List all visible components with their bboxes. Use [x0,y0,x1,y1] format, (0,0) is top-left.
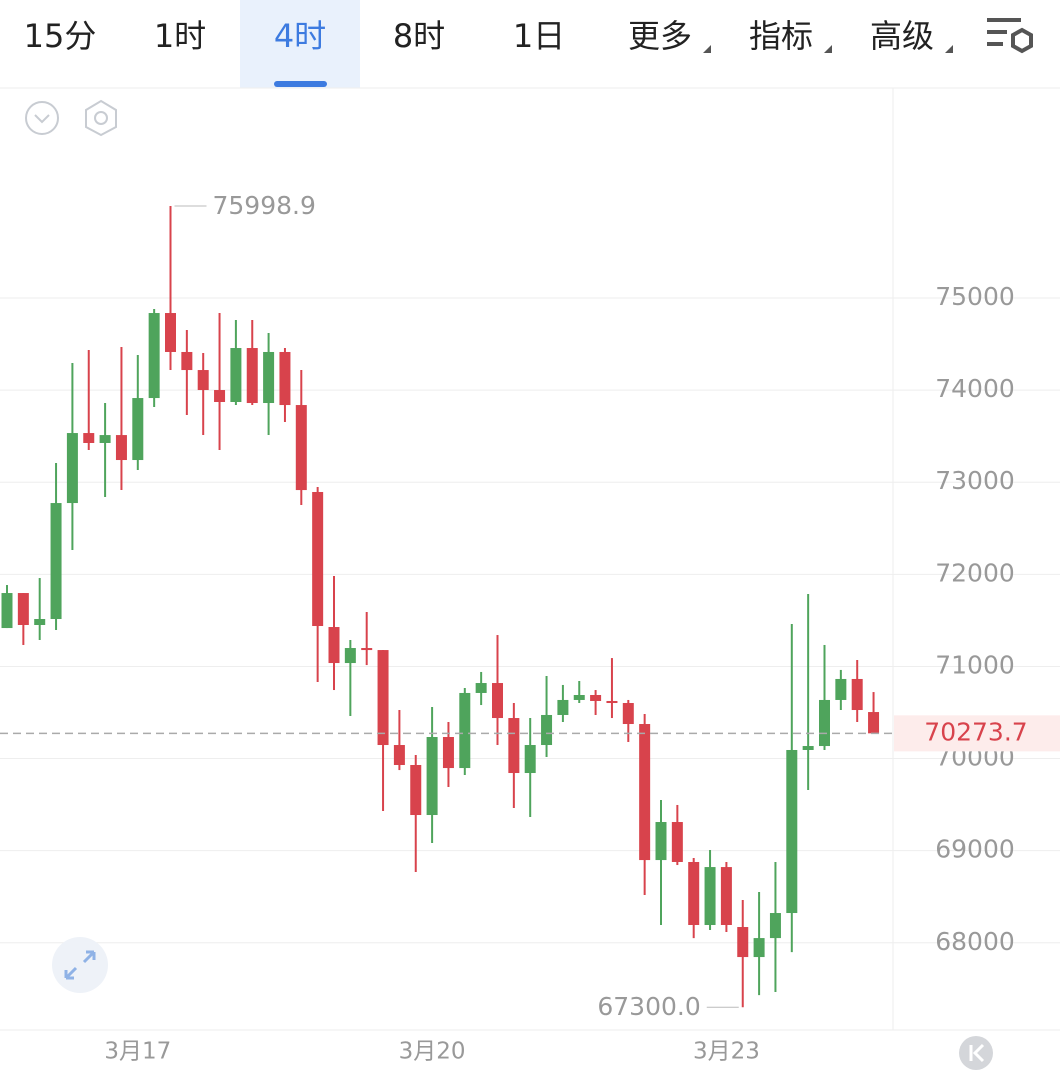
candle-body [557,699,569,715]
candle-body [426,737,438,816]
candle-body [524,745,536,774]
x-tick-label: 3月17 [104,1039,171,1065]
candle-body [34,619,46,625]
y-tick-label: 74000 [935,374,1015,403]
candle-body [312,491,324,627]
candle-body [835,678,847,700]
candle-body [508,718,520,774]
candle-body [393,745,405,766]
setting-hex-icon[interactable] [85,99,117,137]
candle-body [639,724,651,861]
y-tick-label: 73000 [935,466,1015,495]
tab[interactable]: 8时 [393,17,445,55]
tab[interactable]: 15分 [24,17,97,55]
last-price-label: 70273.7 [924,717,1027,746]
candle-body [475,683,487,693]
candle-body [295,405,307,491]
tab[interactable]: 高级 [870,17,934,55]
candle-body [197,370,209,391]
candle-body [50,503,62,620]
candle-body [361,648,373,651]
candle-body [492,683,503,719]
candle-body [868,712,880,734]
collapse-icon[interactable] [25,101,59,135]
candle-body [622,703,634,725]
candle-body [459,692,471,769]
back-button[interactable] [959,1036,993,1070]
y-tick-label: 68000 [935,927,1015,956]
active-tab-bg [240,0,360,88]
candle-body [753,938,765,958]
candle-body [148,313,160,399]
candle-body [573,694,585,700]
x-tick-label: 3月20 [399,1039,466,1065]
candle-body [181,351,193,371]
candle-body [165,313,176,352]
tab[interactable]: 指标 [749,17,813,55]
dropdown-caret [824,45,832,53]
last-price-bg [894,715,1060,752]
candle-body [851,678,863,711]
dropdown-caret [945,45,953,53]
candle-body [230,348,242,402]
candle-body [344,648,356,664]
candle-body [541,714,553,746]
candle-body [263,351,275,404]
candle-body [655,822,667,861]
candle-body [590,694,602,701]
candle-body [802,746,814,750]
candle-body [769,913,781,939]
candle-body [737,927,749,958]
y-tick-label: 69000 [935,835,1015,864]
active-tab-underline [274,81,327,87]
candle-body [819,699,830,747]
candle-body [279,351,291,406]
candle-body [442,737,454,769]
candle-body [99,435,111,443]
candle-body [410,765,422,816]
candle-body [671,822,683,862]
tab[interactable]: 1时 [154,17,206,55]
candle-body [214,390,226,402]
y-tick-label: 72000 [935,558,1015,587]
low-marker-label: 67300.0 [597,992,700,1021]
candle-body [328,627,340,664]
y-tick-label: 71000 [935,650,1015,679]
expand-icon[interactable] [52,937,108,993]
tab[interactable]: 1日 [513,17,565,55]
tab[interactable]: 4时 [274,17,326,55]
candle-body [704,867,716,925]
candle-body [83,433,95,443]
candle-body [132,398,144,461]
candle-body [246,348,258,404]
x-tick-label: 3月23 [693,1039,760,1065]
tab[interactable]: 更多 [628,17,692,55]
candle-body [1,593,13,629]
candle-body [688,861,700,925]
settings-icon[interactable] [987,18,1033,54]
candle-body [66,433,78,504]
candle-body [786,749,798,914]
candle-body [606,700,618,704]
candle-body [17,593,29,625]
dropdown-caret [703,45,711,53]
candle-body [720,867,732,925]
candle-body [115,435,127,461]
candle-body [377,650,389,746]
high-marker-label: 75998.9 [213,191,316,220]
y-tick-label: 75000 [935,282,1015,311]
